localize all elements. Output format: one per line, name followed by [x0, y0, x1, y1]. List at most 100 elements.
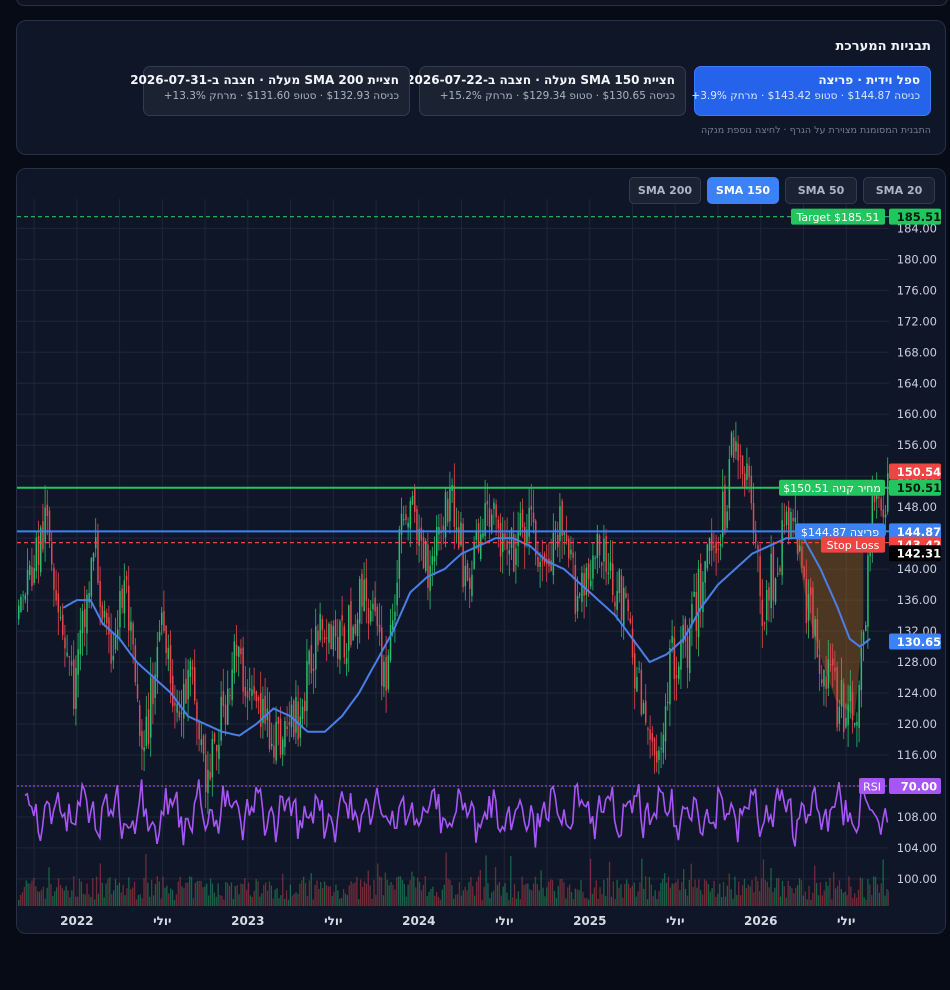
volume-bar	[646, 899, 649, 906]
volume-bar	[217, 883, 219, 906]
volume-bar	[422, 884, 424, 906]
candle-body	[733, 437, 735, 458]
volume-bar	[437, 896, 440, 906]
volume-bar	[542, 887, 544, 906]
tab-sma-50[interactable]: SMA 50	[785, 177, 857, 204]
volume-bar	[485, 855, 487, 906]
volume-bar	[401, 879, 404, 906]
candle-body	[794, 517, 797, 522]
candle-body	[209, 771, 211, 780]
volume-bar	[443, 884, 445, 906]
volume-bar	[479, 869, 481, 906]
candle-body	[645, 700, 647, 723]
volume-bar	[512, 897, 514, 906]
x-tick-label: 2024	[402, 914, 435, 928]
candle-body	[607, 572, 610, 574]
volume-bar	[403, 884, 405, 906]
candle-body	[202, 735, 205, 755]
volume-bar	[650, 884, 652, 906]
volume-bar	[215, 896, 217, 906]
volume-bar	[578, 890, 580, 906]
volume-bar	[92, 878, 94, 906]
volume-bar	[477, 876, 480, 906]
tab-sma-150[interactable]: SMA 150	[707, 177, 779, 204]
volume-bar	[525, 883, 527, 906]
candle-body	[180, 712, 183, 714]
volume-bar	[599, 887, 601, 906]
candle-body	[178, 711, 181, 718]
volume-bar	[356, 876, 358, 906]
volume-bar	[154, 883, 157, 906]
volume-bar	[27, 883, 29, 906]
candle-body	[715, 541, 717, 554]
candle-body	[165, 625, 167, 654]
rsi-axis-tag: 70.00	[889, 777, 941, 794]
volume-bar	[456, 894, 459, 906]
volume-bar	[194, 882, 196, 906]
price-chart[interactable]: 100.00104.00108.00112.00116.00120.00124.…	[17, 169, 946, 934]
volume-bar	[679, 890, 681, 906]
y-tick-label: 156.00	[897, 438, 937, 452]
volume-bar	[702, 894, 704, 906]
candle-body	[814, 619, 816, 637]
pattern-card-sma200-cross[interactable]: חציית SMA 200 מעלה · חצבה ב-2026-07-31 כ…	[130, 66, 410, 116]
volume-bar	[411, 871, 413, 906]
volume-bar	[787, 880, 789, 906]
volume-bar	[342, 889, 345, 906]
candle-body	[713, 545, 715, 548]
candle-body	[706, 544, 709, 569]
volume-bar	[449, 879, 451, 906]
candle-body	[585, 567, 588, 596]
volume-bar	[31, 880, 33, 906]
candle-body	[59, 617, 62, 619]
volume-bar	[59, 884, 62, 906]
candle-body	[647, 728, 649, 730]
volume-bar	[738, 881, 740, 906]
candle-body	[235, 644, 238, 656]
volume-bar	[580, 879, 582, 906]
candle-body	[777, 573, 779, 575]
volume-bar	[618, 887, 620, 906]
volume-bar	[23, 886, 25, 906]
y-tick-label: 120.00	[897, 717, 937, 731]
volume-bar	[280, 895, 282, 906]
pattern-card-sma150-cross[interactable]: חציית SMA 150 מעלה · חצבה ב-2026-07-22 כ…	[406, 66, 686, 116]
volume-bar	[637, 891, 639, 906]
candle-body	[343, 626, 346, 658]
candle-body	[167, 647, 170, 660]
volume-bar	[413, 876, 415, 906]
candle-body	[792, 517, 794, 522]
candle-body	[403, 519, 405, 521]
candle-body	[539, 561, 541, 567]
volume-bar	[711, 888, 713, 906]
volume-bar	[555, 898, 557, 906]
volume-bar	[669, 887, 671, 906]
patterns-title: תבניות המערכת	[835, 39, 931, 54]
volume-bar	[126, 888, 128, 906]
breakout-axis-tag: 144.87	[889, 523, 941, 540]
tab-sma-200[interactable]: SMA 200	[629, 177, 701, 204]
candle-body	[246, 691, 249, 699]
volume-bar	[550, 879, 552, 906]
tab-sma-20[interactable]: SMA 20	[863, 177, 935, 204]
resistance-axis-tag-text: 150.51	[897, 481, 941, 495]
candle-body	[108, 617, 110, 635]
volume-bar	[683, 869, 685, 906]
candle-body	[396, 582, 398, 606]
volume-bar	[164, 887, 166, 906]
volume-bar	[481, 899, 483, 906]
candle-body	[51, 543, 53, 565]
candle-body	[75, 667, 77, 709]
volume-bar	[46, 887, 48, 906]
volume-bar	[367, 870, 369, 906]
candle-body	[730, 432, 733, 456]
candle-body	[557, 534, 559, 548]
volume-bar	[565, 898, 567, 906]
pattern-card-cup-handle[interactable]: ספל וידית · פריצה כניסה $144.87 · סטופ $…	[691, 66, 931, 116]
stop-loss-label-text: Stop Loss	[827, 539, 880, 552]
candle-body	[64, 637, 66, 649]
patterns-hint: התבנית המסומנת מצוירת על הגרף · לחיצה נו…	[700, 125, 931, 136]
candle-body	[37, 536, 40, 565]
candle-body	[869, 551, 871, 557]
candle-body	[125, 576, 128, 581]
